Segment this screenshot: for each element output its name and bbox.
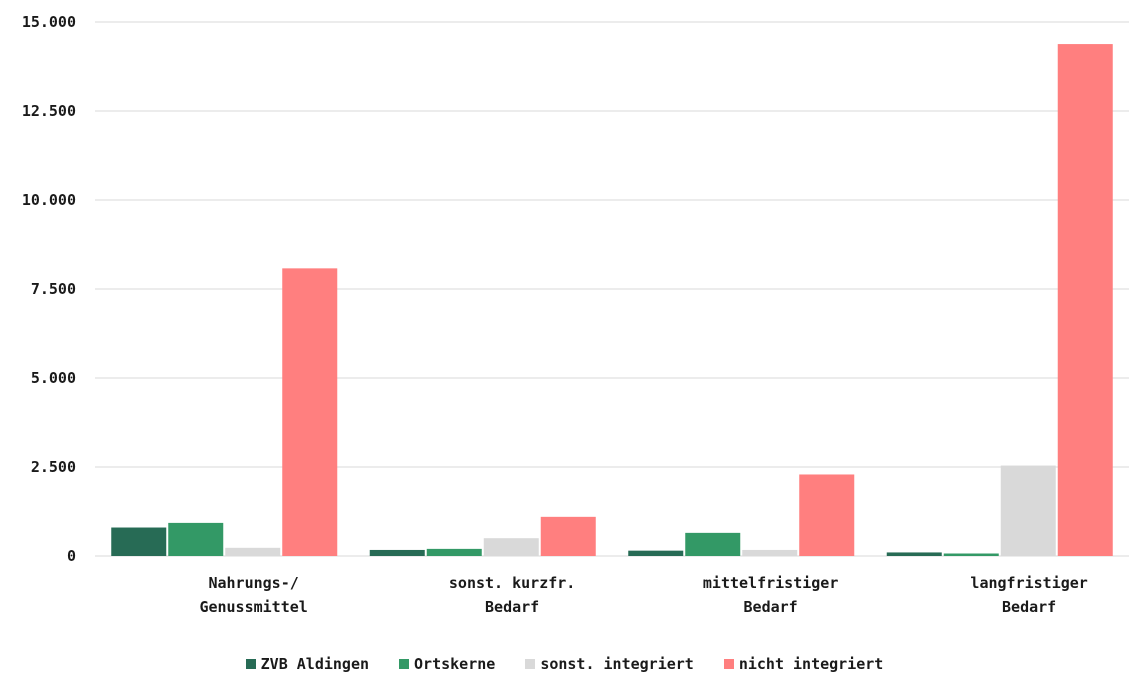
y-tick-label: 0 <box>67 547 76 565</box>
y-axis-tick-labels: 0 2.500 5.000 7.500 10.000 12.500 15.000 <box>22 13 76 565</box>
bar-sonst-integriert <box>483 538 539 556</box>
bar-zvb-aldingen <box>886 552 942 556</box>
legend-item: Ortskerne <box>399 655 495 673</box>
x-axis-category-labels: Nahrungs-/Genussmittel sonst. kurzfr. Beda… <box>199 574 1087 616</box>
y-tick-label: 10.000 <box>22 191 76 209</box>
bar-ortskerne <box>685 532 741 556</box>
gridlines <box>95 21 1129 557</box>
bars <box>111 44 1113 557</box>
y-tick-label: 12.500 <box>22 102 76 120</box>
bar-sonst-integriert <box>225 547 281 556</box>
bar-zvb-aldingen <box>369 549 425 556</box>
legend-item: nicht integriert <box>723 655 884 673</box>
y-tick-label: 7.500 <box>31 280 76 298</box>
x-category-label: mittelfristiger Bedarf <box>703 574 838 616</box>
y-tick-label: 15.000 <box>22 13 76 31</box>
legend-swatch <box>245 659 256 669</box>
bar-nicht-integriert <box>799 474 855 556</box>
bar-sonst-integriert <box>1000 465 1056 556</box>
bar-zvb-aldingen <box>628 550 684 556</box>
x-category-label: sonst. kurzfr. Bedarf <box>449 574 575 616</box>
bar-nicht-integriert <box>540 516 596 556</box>
legend-swatch <box>525 659 536 669</box>
bar-ortskerne <box>168 522 224 556</box>
y-tick-label: 5.000 <box>31 369 76 387</box>
x-category-label: langfristiger Bedarf <box>970 574 1087 616</box>
legend-swatch <box>399 659 410 669</box>
x-category-label: Nahrungs-/Genussmittel <box>199 574 307 616</box>
legend-swatch <box>723 659 734 669</box>
bar-sonst-integriert <box>742 549 798 556</box>
bar-nicht-integriert <box>282 268 338 556</box>
bar-ortskerne <box>943 553 999 556</box>
legend-label: sonst. integriert <box>540 655 694 673</box>
legend-label: nicht integriert <box>738 655 884 673</box>
bar-ortskerne <box>426 548 482 556</box>
legend-item: sonst. integriert <box>525 655 694 673</box>
legend-label: ZVB Aldingen <box>260 655 370 673</box>
bar-nicht-integriert <box>1057 44 1113 557</box>
legend-item: ZVB Aldingen <box>245 655 370 673</box>
legend-label: Ortskerne <box>414 655 496 673</box>
legend: ZVB Aldingen Ortskerne sonst. integriert ni… <box>0 655 1129 673</box>
y-tick-label: 2.500 <box>31 458 76 476</box>
bar-zvb-aldingen <box>111 527 167 556</box>
